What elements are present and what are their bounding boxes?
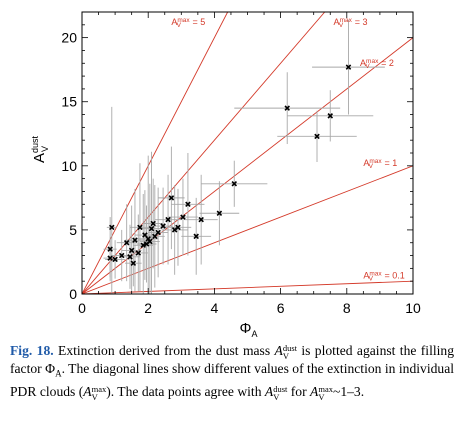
data-point: [198, 216, 204, 223]
caption-text-5: for: [287, 384, 311, 400]
data-point: [168, 195, 175, 201]
amax-line-1: [82, 165, 413, 294]
x-tick-label: 2: [144, 300, 152, 316]
figure-caption: Fig. 18. Extinction derived from the dus…: [10, 342, 454, 401]
caption-text-4: ). The data points agree with: [106, 384, 265, 400]
amax-label-3: Amax V = 3: [334, 17, 368, 29]
data-point: [128, 247, 135, 254]
line-labels-group: Amax V = 5 Amax V = 3 Amax V = 2 Amax V = 1 Amax…: [171, 17, 404, 283]
data-point: [314, 133, 320, 140]
data-point: [132, 237, 138, 243]
figure-label: Fig. 18.: [10, 343, 54, 358]
error-bars-group: [103, 19, 385, 294]
amax-label-5: Amax V = 5: [171, 17, 205, 29]
data-point: [284, 105, 290, 111]
data-point: [216, 210, 223, 217]
x-tick-label: 10: [405, 300, 421, 316]
data-point: [107, 255, 113, 261]
amax-label-2: Amax V = 2: [360, 58, 394, 70]
amax-line-0_1: [82, 280, 413, 294]
data-point: [165, 216, 171, 223]
data-point: [180, 214, 186, 220]
amax-label-0_1: Amax V = 0.1: [363, 271, 404, 283]
data-point: [175, 224, 181, 231]
y-tick-label: 5: [69, 222, 77, 238]
data-point: [147, 238, 153, 245]
data-point: [107, 246, 113, 252]
x-tick-label: 8: [343, 300, 351, 316]
data-point: [137, 224, 143, 231]
x-tick-label: 0: [78, 300, 86, 316]
caption-text-2: is plotted against the filling factor Φ: [10, 343, 455, 376]
data-point: [140, 242, 147, 249]
data-point: [345, 64, 352, 70]
x-tick-label: 6: [277, 300, 285, 316]
caption-text-3: . The diagonal lines show different valu…: [10, 360, 454, 400]
data-point: [148, 225, 155, 232]
amax-label-1: Amax V = 1: [363, 158, 397, 170]
data-point: [231, 180, 238, 187]
data-point: [193, 233, 199, 240]
y-tick-label: 0: [69, 286, 77, 302]
amax-line-5: [82, 12, 229, 294]
caption-text-6: ~1–3.: [332, 384, 365, 400]
data-point: [112, 256, 118, 263]
data-point: [185, 201, 191, 208]
data-point: [118, 252, 125, 259]
data-point: [127, 254, 133, 260]
data-point: [109, 224, 115, 231]
y-axis-label: AdustV: [30, 135, 50, 163]
caption-sub-a: A: [55, 368, 62, 379]
data-point: [155, 229, 161, 236]
data-point: [160, 223, 166, 229]
amax-line-3: [82, 12, 326, 294]
y-tick-label: 20: [61, 30, 77, 46]
y-tick-label: 15: [61, 94, 77, 110]
data-points-group: [107, 64, 352, 267]
x-tick-label: 4: [211, 300, 219, 316]
data-point: [130, 260, 137, 267]
ticks-group: 0 2 4 6 8 10 0 5 10 15 20: [61, 11, 421, 316]
data-point: [135, 250, 142, 256]
caption-text-1: Extinction derived from the dust mass: [53, 343, 275, 358]
data-point: [123, 239, 130, 246]
data-point: [150, 220, 156, 227]
y-tick-label: 10: [61, 158, 77, 174]
data-point: [327, 113, 334, 119]
x-axis-label: ΦA: [240, 320, 258, 339]
